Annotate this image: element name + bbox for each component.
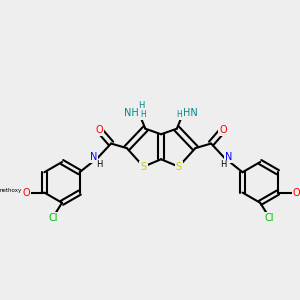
Text: Cl: Cl: [48, 213, 58, 223]
Text: S: S: [140, 162, 147, 172]
Text: methoxy: methoxy: [0, 188, 21, 193]
Text: O: O: [219, 124, 227, 135]
Text: NH: NH: [124, 109, 137, 118]
Text: NH: NH: [124, 108, 139, 118]
Text: NH: NH: [124, 108, 139, 118]
Text: N: N: [90, 152, 97, 162]
Text: H: H: [139, 101, 145, 110]
Text: O: O: [292, 188, 300, 198]
Text: N: N: [225, 152, 232, 162]
Text: Cl: Cl: [265, 213, 274, 223]
Text: H: H: [220, 160, 226, 169]
Text: HN: HN: [183, 108, 198, 118]
Text: S: S: [176, 162, 182, 172]
Text: H: H: [96, 160, 102, 169]
Text: H: H: [140, 110, 146, 119]
Text: H: H: [177, 110, 182, 119]
Text: O: O: [95, 124, 103, 135]
Text: O: O: [22, 188, 30, 198]
